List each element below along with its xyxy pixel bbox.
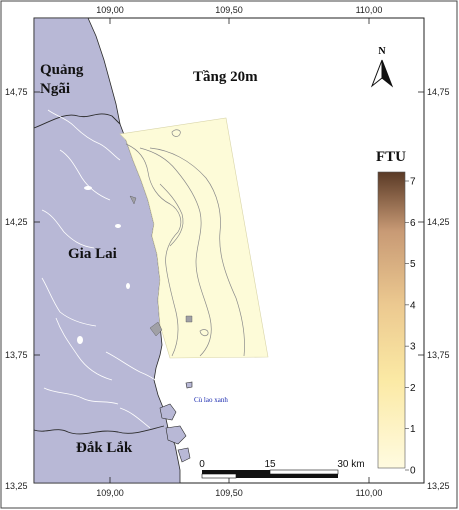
lat-label-right-14-25: 14,25	[427, 217, 450, 227]
contour-lines	[125, 129, 245, 357]
lat-label-left-13-25: 13,25	[5, 481, 28, 491]
legend-tick-label: 7	[410, 177, 416, 188]
lon-label-bottom-109-5: 109,50	[215, 488, 243, 498]
north-arrow-icon: N	[370, 46, 394, 88]
legend-ticks: 0 1 2 3 4 5 6 7	[405, 177, 416, 477]
legend-tick-label: 6	[410, 218, 416, 229]
scale-label-30: 30 km	[337, 459, 364, 470]
legend-tick-label: 4	[410, 300, 416, 311]
legend-tick-label: 3	[410, 342, 416, 353]
lat-label-left-14-25: 14,25	[5, 217, 28, 227]
lat-label-right-13-75: 13,75	[427, 350, 450, 360]
scale-label-15: 15	[264, 459, 276, 470]
legend-colorbar	[377, 171, 406, 469]
lon-label-top-110: 110,00	[356, 5, 383, 15]
data-field	[119, 117, 269, 359]
lat-label-right-13-25: 13,25	[427, 481, 450, 491]
scale-bar: 0 15 30 km	[199, 459, 365, 479]
lon-label-top-109-5: 109,50	[215, 5, 243, 15]
legend-tick-label: 5	[410, 259, 416, 270]
boundary-quang-ngai	[33, 113, 121, 129]
province-label-dak-lak: Đắk Lắk	[76, 440, 133, 456]
coastal-islets	[129, 195, 193, 337]
province-label-ngai: Ngãi	[40, 81, 70, 97]
province-label-gia-lai: Gia Lai	[68, 246, 117, 262]
grid-ticks	[34, 18, 424, 483]
legend-tick-label: 1	[410, 424, 416, 435]
lon-label-bottom-109: 109,00	[96, 488, 124, 498]
lon-label-top-109: 109,00	[96, 5, 124, 15]
north-label: N	[378, 46, 386, 57]
legend-title: FTU	[376, 149, 406, 165]
lat-label-left-14-75: 14,75	[5, 87, 28, 97]
lat-label-right-14-75: 14,75	[427, 87, 450, 97]
island-label: Cù lao xanh	[194, 396, 228, 404]
boundary-dak-lak	[33, 425, 165, 435]
map-title: Tầng 20m	[193, 69, 258, 85]
legend-tick-label: 2	[410, 383, 416, 394]
rivers	[41, 109, 161, 429]
legend-tick-label: 0	[410, 466, 416, 477]
lakes	[77, 186, 130, 344]
legend: FTU 0 1 2 3 4 5 6 7	[376, 149, 416, 477]
scale-label-0: 0	[199, 459, 205, 470]
lon-label-bottom-110: 110,00	[356, 488, 383, 498]
cu-lao-xanh-island	[159, 381, 193, 463]
province-label-quang: Quảng	[40, 62, 84, 78]
lat-label-left-13-75: 13,75	[5, 350, 28, 360]
